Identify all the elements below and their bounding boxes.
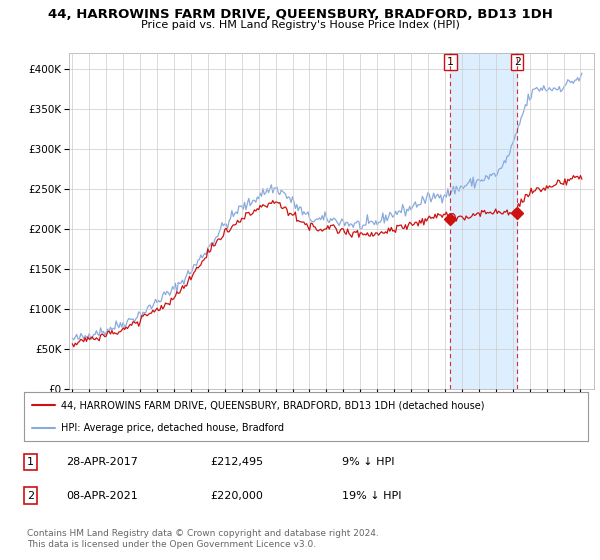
Text: 2: 2 — [27, 491, 34, 501]
Text: 08-APR-2021: 08-APR-2021 — [66, 491, 138, 501]
Text: 1: 1 — [447, 57, 454, 67]
Text: 28-APR-2017: 28-APR-2017 — [66, 457, 138, 467]
Text: 44, HARROWINS FARM DRIVE, QUEENSBURY, BRADFORD, BD13 1DH (detached house): 44, HARROWINS FARM DRIVE, QUEENSBURY, BR… — [61, 400, 484, 410]
Bar — [451, 53, 517, 389]
Text: 19% ↓ HPI: 19% ↓ HPI — [342, 491, 401, 501]
Text: 1: 1 — [27, 457, 34, 467]
Text: £220,000: £220,000 — [210, 491, 263, 501]
Text: HPI: Average price, detached house, Bradford: HPI: Average price, detached house, Brad… — [61, 423, 284, 433]
Text: Price paid vs. HM Land Registry's House Price Index (HPI): Price paid vs. HM Land Registry's House … — [140, 20, 460, 30]
Text: Contains HM Land Registry data © Crown copyright and database right 2024.
This d: Contains HM Land Registry data © Crown c… — [27, 529, 379, 549]
Text: £212,495: £212,495 — [210, 457, 263, 467]
Text: 44, HARROWINS FARM DRIVE, QUEENSBURY, BRADFORD, BD13 1DH: 44, HARROWINS FARM DRIVE, QUEENSBURY, BR… — [47, 8, 553, 21]
Text: 2: 2 — [514, 57, 521, 67]
Text: 9% ↓ HPI: 9% ↓ HPI — [342, 457, 395, 467]
